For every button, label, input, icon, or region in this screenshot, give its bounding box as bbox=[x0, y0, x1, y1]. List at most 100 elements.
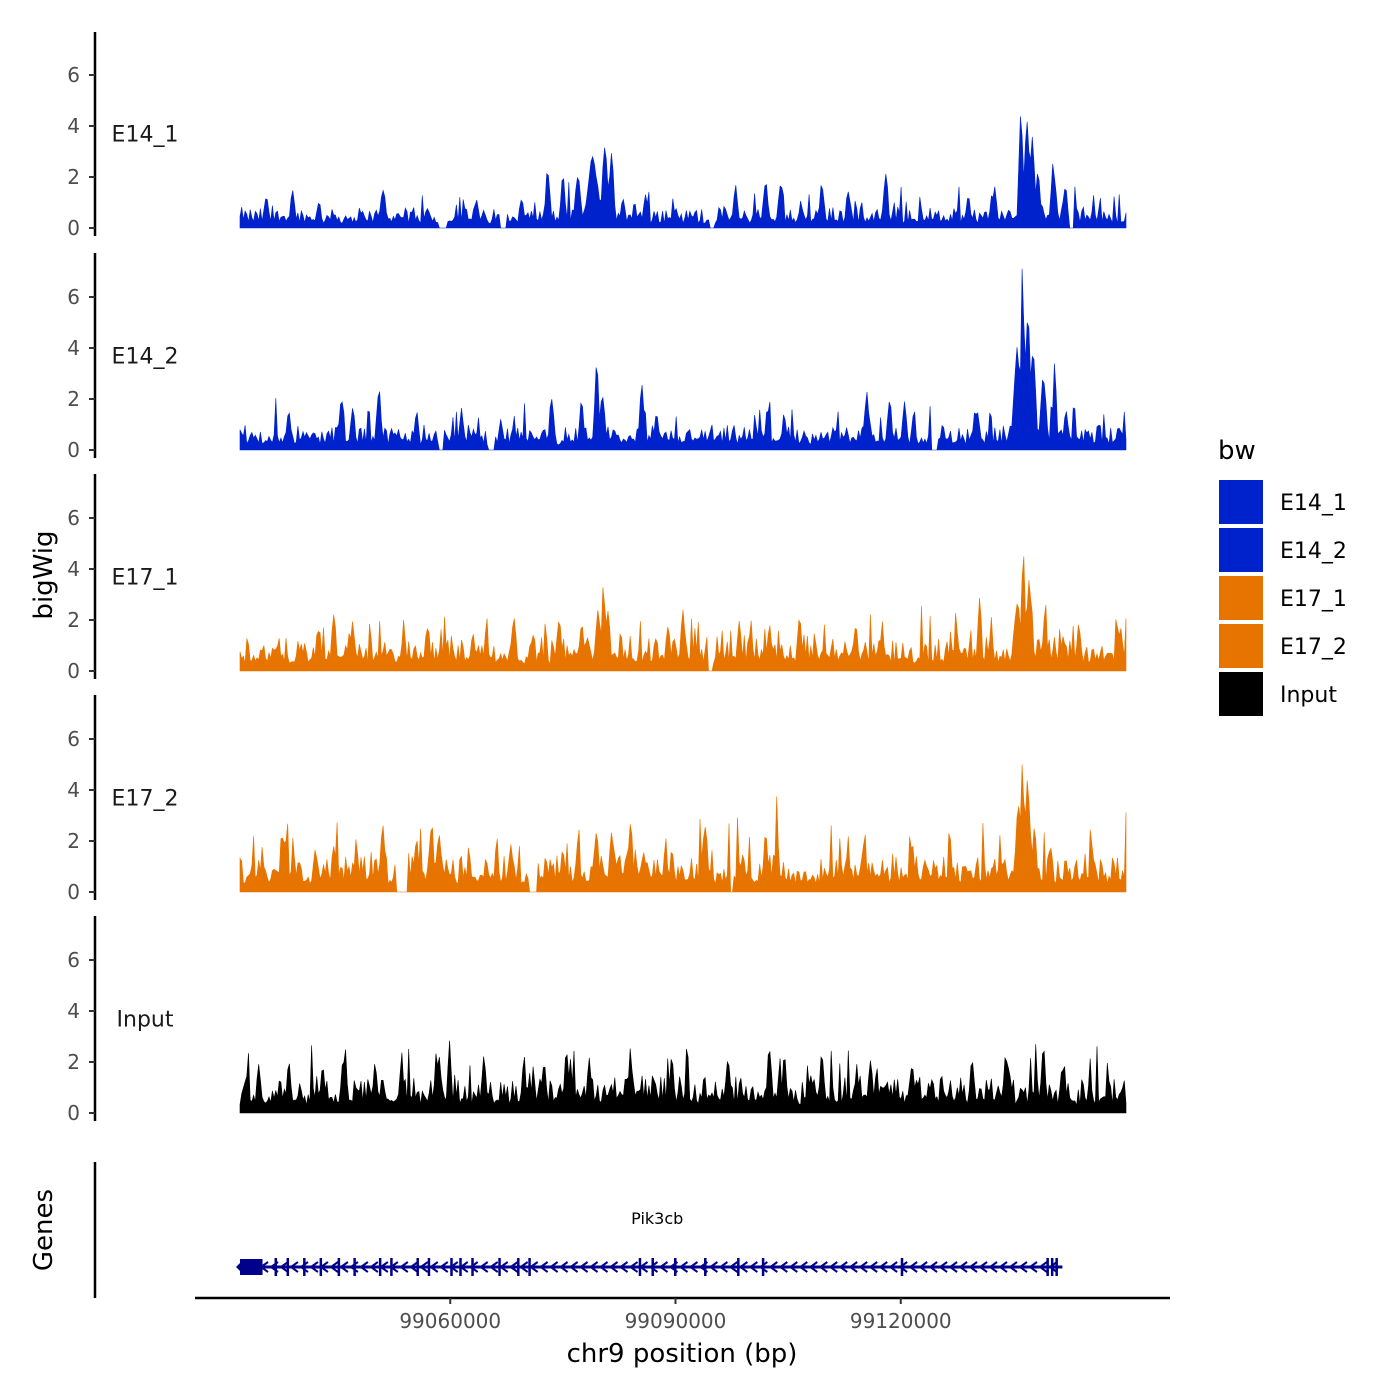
y-tick-label: 2 bbox=[67, 608, 80, 632]
gene-exon bbox=[378, 1258, 382, 1276]
gene-exon bbox=[673, 1258, 677, 1276]
strand-arrow bbox=[938, 1261, 948, 1273]
strand-arrow bbox=[738, 1261, 748, 1273]
x-tick-label: 99120000 bbox=[850, 1309, 952, 1333]
strand-arrow bbox=[818, 1261, 828, 1273]
x-axis: 99060000 99090000 99120000 bbox=[195, 1296, 1170, 1333]
strand-arrow bbox=[968, 1261, 978, 1273]
signal-area-input bbox=[239, 1040, 1127, 1114]
y-tick-label: 0 bbox=[67, 216, 80, 240]
y-tick-label: 6 bbox=[67, 506, 80, 530]
gene-exon bbox=[353, 1258, 356, 1276]
gene-exon bbox=[337, 1258, 341, 1276]
strand-arrow bbox=[728, 1261, 738, 1273]
gene-exon bbox=[1046, 1258, 1049, 1276]
strand-arrow bbox=[479, 1261, 489, 1273]
signal-area-e14-1 bbox=[239, 116, 1127, 229]
strand-arrow bbox=[718, 1261, 728, 1273]
y-tick-label: 2 bbox=[67, 829, 80, 853]
strand-arrow bbox=[788, 1261, 798, 1273]
gene-exon bbox=[471, 1258, 474, 1276]
strand-arrow bbox=[838, 1261, 848, 1273]
strand-arrow bbox=[518, 1261, 529, 1273]
y-tick-label: 4 bbox=[67, 557, 80, 581]
track-e14-1: 0 2 4 6 E14_1 bbox=[67, 32, 1127, 240]
legend-label-e17-1: E17_1 bbox=[1280, 587, 1347, 612]
x-tick-label: 99090000 bbox=[625, 1309, 727, 1333]
strand-arrow bbox=[1028, 1261, 1038, 1273]
gene-exon bbox=[900, 1258, 904, 1276]
strand-arrow bbox=[918, 1261, 928, 1273]
strand-arrow bbox=[688, 1261, 699, 1273]
strand-arrow bbox=[488, 1261, 499, 1273]
strand-arrow bbox=[878, 1261, 888, 1273]
strand-arrow bbox=[858, 1261, 868, 1273]
strand-arrow bbox=[608, 1261, 619, 1273]
gene-panel: Pik3cb bbox=[93, 1162, 1063, 1298]
legend-label-e14-2: E14_2 bbox=[1280, 539, 1347, 564]
strand-arrow bbox=[1008, 1261, 1018, 1273]
y-tick-label: 0 bbox=[67, 1101, 80, 1125]
gene-exon bbox=[638, 1258, 642, 1276]
gene-exon bbox=[427, 1258, 431, 1276]
strand-arrow bbox=[768, 1261, 778, 1273]
gene-exon bbox=[450, 1258, 453, 1276]
gene-end-cap bbox=[236, 1263, 240, 1271]
strand-arrow bbox=[988, 1261, 998, 1273]
track-label: E14_1 bbox=[112, 123, 179, 148]
y-tick-label: 2 bbox=[67, 1050, 80, 1074]
strand-arrow bbox=[868, 1261, 878, 1273]
legend-label-e17-2: E17_2 bbox=[1280, 635, 1347, 660]
gene-exon bbox=[651, 1258, 654, 1276]
x-tick-label: 99060000 bbox=[399, 1309, 501, 1333]
signal-area-e14-2 bbox=[239, 268, 1127, 451]
legend-title: bw bbox=[1218, 436, 1256, 466]
strand-arrow bbox=[978, 1261, 988, 1273]
signal-area-e17-1 bbox=[239, 556, 1127, 672]
strand-arrow bbox=[299, 1261, 309, 1273]
legend-label-e14-1: E14_1 bbox=[1280, 491, 1347, 516]
strand-arrow bbox=[578, 1261, 589, 1273]
legend-swatch-e14-1 bbox=[1219, 480, 1263, 524]
strand-arrow bbox=[648, 1261, 659, 1273]
strand-arrow bbox=[289, 1261, 299, 1273]
track-e14-2: 0 2 4 6 E14_2 bbox=[67, 253, 1127, 462]
strand-arrow bbox=[469, 1261, 479, 1273]
legend-swatch-e17-2 bbox=[1219, 624, 1263, 668]
gene-exon bbox=[761, 1258, 765, 1276]
strand-arrow bbox=[1018, 1261, 1028, 1273]
strand-arrow bbox=[798, 1261, 808, 1273]
strand-arrow bbox=[808, 1261, 818, 1273]
gene-exon bbox=[459, 1258, 462, 1276]
strand-arrow bbox=[708, 1261, 718, 1273]
gene-exon bbox=[517, 1258, 520, 1276]
strand-arrow bbox=[538, 1261, 549, 1273]
strand-arrow bbox=[848, 1261, 858, 1273]
legend-swatch-e17-1 bbox=[1219, 576, 1263, 620]
gene-exon bbox=[704, 1258, 707, 1276]
y-tick-label: 4 bbox=[67, 778, 80, 802]
strand-arrow bbox=[748, 1261, 758, 1273]
y-tick-label: 0 bbox=[67, 438, 80, 462]
y-tick-label: 4 bbox=[67, 114, 80, 138]
legend-swatch-e14-2 bbox=[1219, 528, 1263, 572]
strand-arrow bbox=[898, 1261, 908, 1273]
track-label: E17_1 bbox=[112, 566, 179, 591]
y-axis-title: bigWig bbox=[29, 530, 59, 619]
strand-arrow bbox=[598, 1261, 609, 1273]
y-tick-label: 4 bbox=[67, 336, 80, 360]
gene-exon bbox=[303, 1258, 306, 1276]
strand-arrow bbox=[888, 1261, 898, 1273]
legend-label-input: Input bbox=[1280, 683, 1337, 708]
signal-area-e17-2 bbox=[239, 764, 1127, 893]
strand-arrow bbox=[908, 1261, 918, 1273]
y-tick-label: 6 bbox=[67, 948, 80, 972]
strand-arrow bbox=[359, 1261, 369, 1273]
strand-arrow bbox=[828, 1261, 838, 1273]
strand-arrow bbox=[678, 1261, 689, 1273]
strand-arrow bbox=[419, 1261, 429, 1273]
strand-arrow bbox=[1048, 1261, 1058, 1273]
track-label: E14_2 bbox=[112, 345, 179, 370]
strand-arrow bbox=[1038, 1261, 1048, 1273]
